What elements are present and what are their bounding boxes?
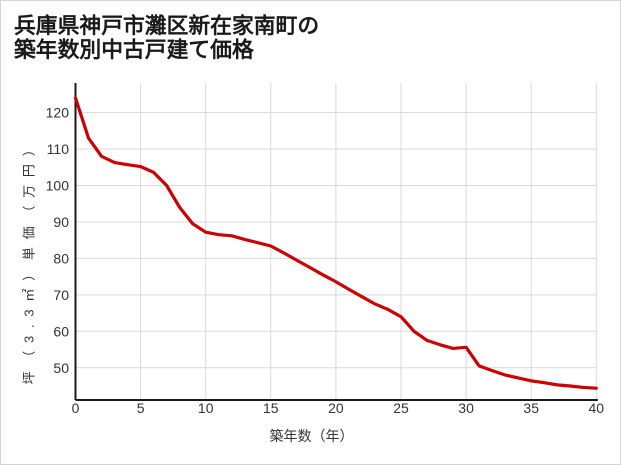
svg-text:40: 40 (589, 400, 605, 416)
svg-text:15: 15 (263, 400, 279, 416)
svg-text:20: 20 (328, 400, 344, 416)
svg-text:35: 35 (523, 400, 539, 416)
svg-text:50: 50 (53, 360, 69, 376)
svg-text:70: 70 (53, 287, 69, 303)
svg-text:90: 90 (53, 214, 69, 230)
svg-text:60: 60 (53, 323, 69, 339)
svg-text:100: 100 (46, 178, 70, 194)
svg-text:120: 120 (46, 105, 70, 121)
svg-text:80: 80 (53, 250, 69, 266)
svg-text:30: 30 (458, 400, 474, 416)
svg-text:0: 0 (72, 400, 80, 416)
svg-text:5: 5 (137, 400, 145, 416)
svg-text:110: 110 (47, 141, 70, 157)
svg-text:25: 25 (393, 400, 409, 416)
svg-text:10: 10 (198, 400, 214, 416)
